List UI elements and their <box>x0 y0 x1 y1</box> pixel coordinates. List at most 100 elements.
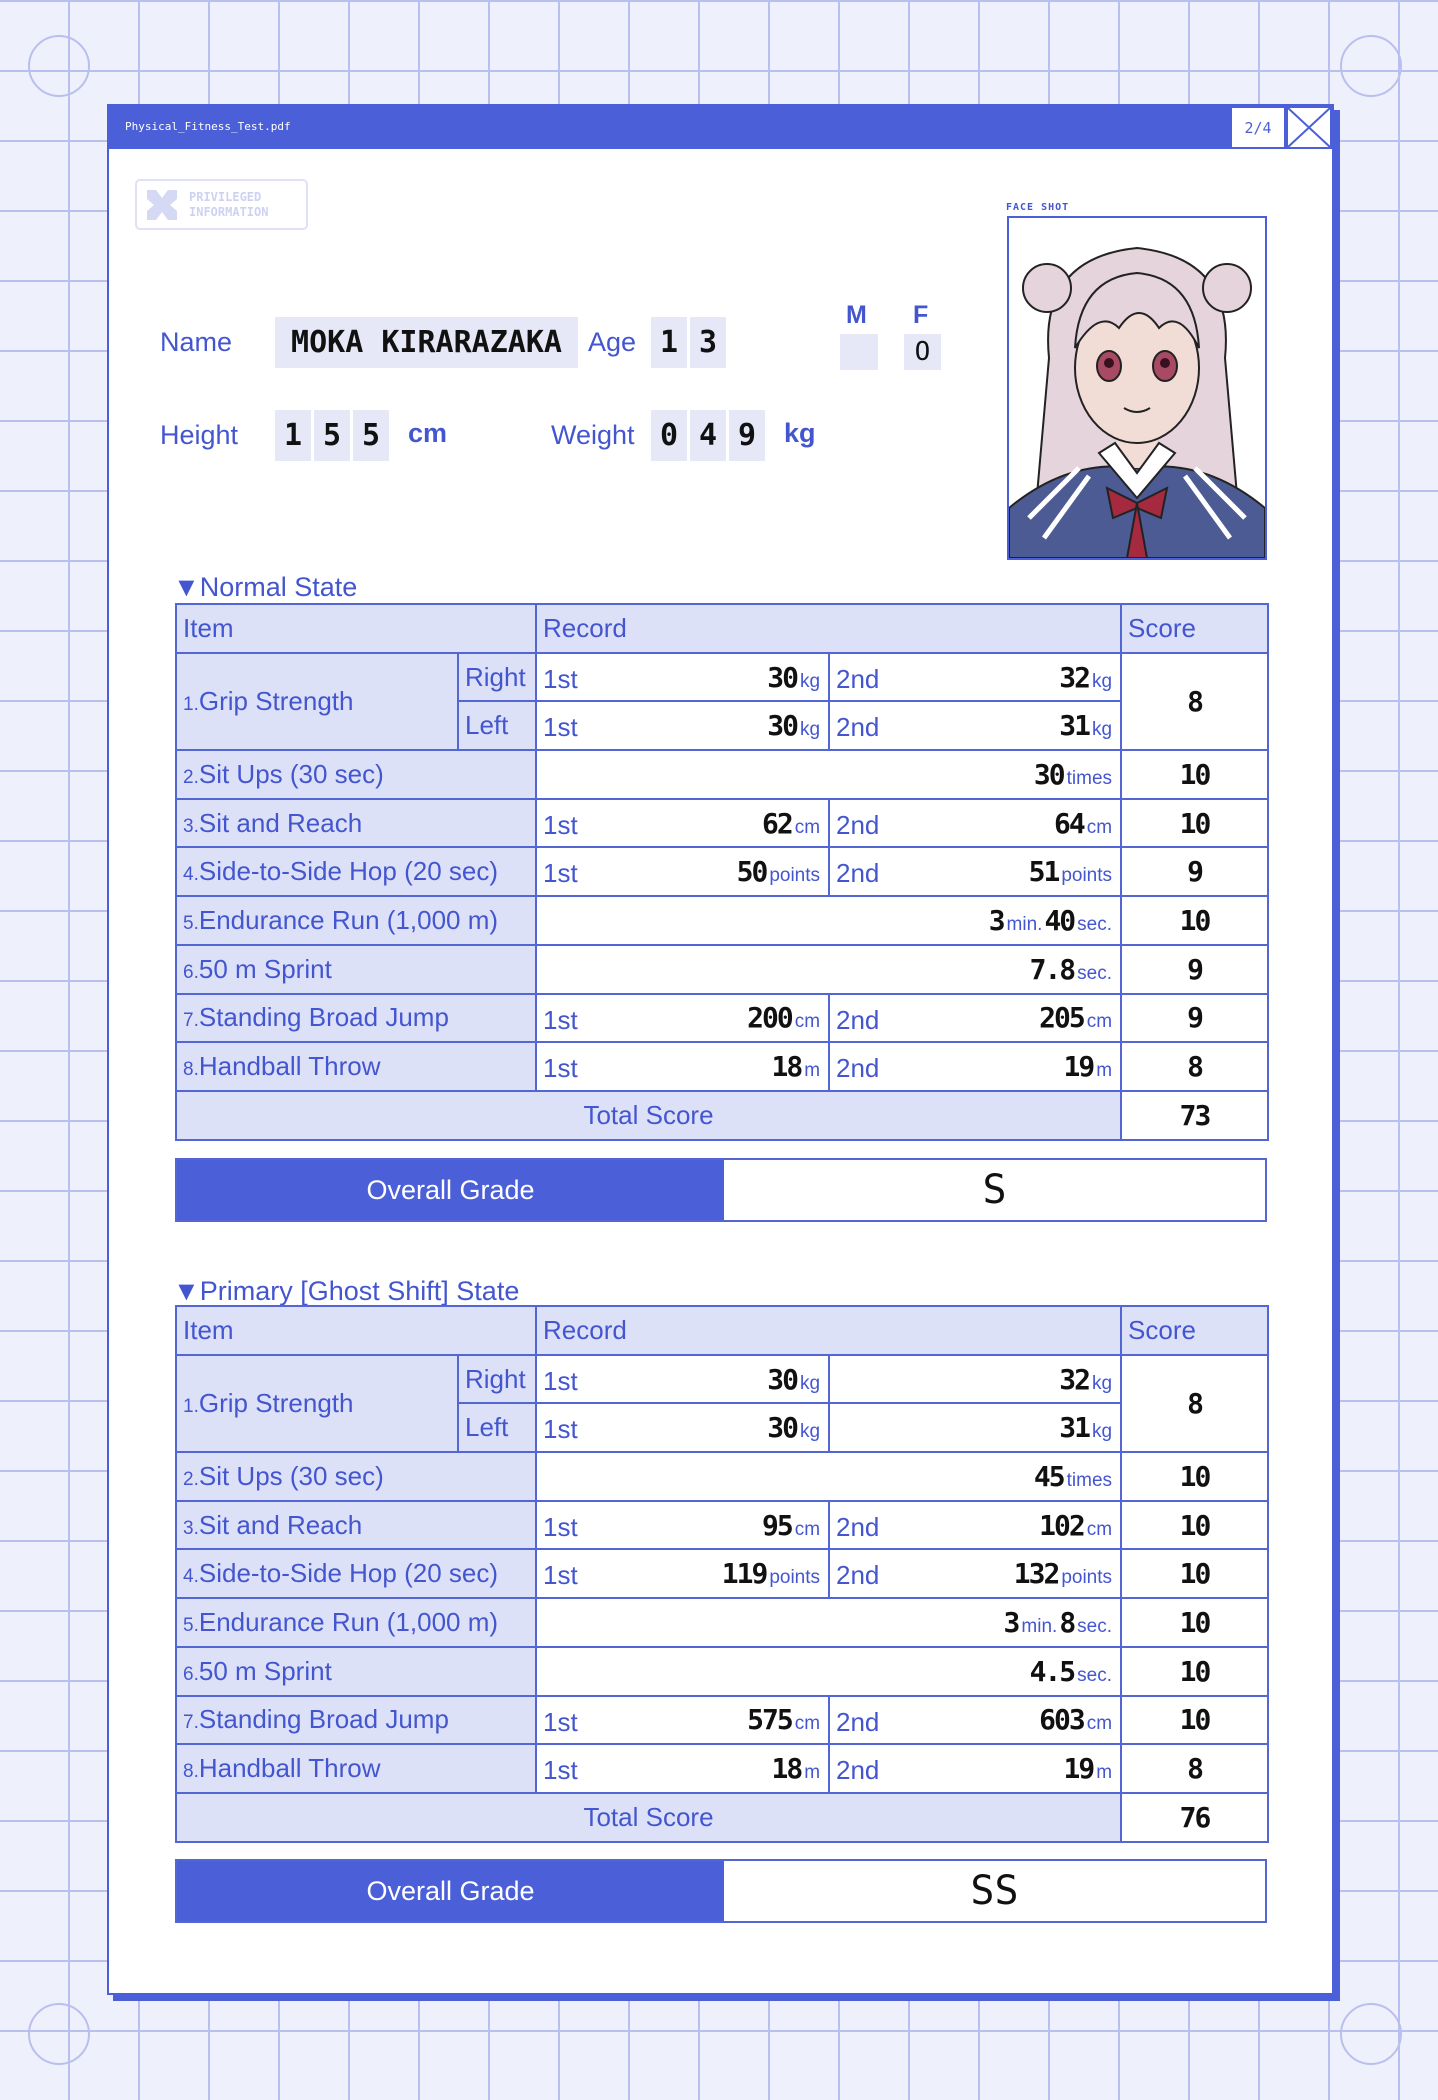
trial-label: 2nd <box>836 1511 880 1542</box>
logo-icon <box>147 189 177 220</box>
item-number: 4. <box>183 1566 199 1588</box>
value: 102 <box>1039 1508 1086 1542</box>
unit: kg <box>1091 670 1113 692</box>
trial-label: 1st <box>543 1706 578 1737</box>
item-cell: 6.50 m Sprint <box>174 1645 538 1697</box>
unit: m <box>1096 1762 1113 1784</box>
record-value: 205 cm <box>1039 1001 1114 1034</box>
title-bar: Physical_Fitness_Test.pdf 2/4 <box>109 106 1332 149</box>
item-name: 50 m Sprint <box>198 1655 332 1686</box>
sex-f-checkbox: O <box>904 334 941 370</box>
item-cell: 5.Endurance Run (1,000 m) <box>174 895 538 946</box>
unit: cm <box>794 1713 821 1735</box>
record-cell: 1st 18 m <box>535 1743 831 1794</box>
height-digit: 5 <box>314 410 350 461</box>
unit: min. <box>1006 913 1043 935</box>
height-digit: 1 <box>275 410 311 461</box>
item-number: 6. <box>183 1663 199 1685</box>
value: 40 <box>1044 903 1076 937</box>
overall-grade: Overall Grade SS <box>175 1859 1267 1923</box>
trial-label: 1st <box>543 1004 578 1035</box>
corner-ornament <box>28 35 90 97</box>
record-cell: 7.8 sec. <box>535 943 1123 995</box>
header-row: Item Record Score <box>174 1305 1270 1356</box>
item-name: Standing Broad Jump <box>198 1002 449 1033</box>
score-cell: 10 <box>1120 797 1270 849</box>
value: 51 <box>1028 855 1061 889</box>
item-number: 7. <box>183 1712 199 1734</box>
header-record: Record <box>535 603 1123 654</box>
value: 8 <box>1059 1605 1076 1639</box>
age-digit: 3 <box>690 317 726 368</box>
item-name: Handball Throw <box>198 1051 381 1082</box>
header-item: Item <box>174 1305 538 1356</box>
value: 18 <box>771 1050 803 1084</box>
record-cell: 1st 18 m <box>535 1041 831 1092</box>
score-cell: 10 <box>1120 749 1270 800</box>
record-value: 31 kg <box>1059 709 1114 742</box>
value: 3 <box>988 903 1006 937</box>
overall-grade: Overall Grade S <box>175 1158 1267 1222</box>
unit: sec. <box>1077 1664 1113 1686</box>
header-item: Item <box>174 603 538 654</box>
value: 19 <box>1063 1752 1095 1786</box>
item-cell: 7.Standing Broad Jump <box>174 1694 538 1746</box>
score-cell: 10 <box>1120 1694 1270 1746</box>
record-cell: 1st 62 cm <box>535 797 831 849</box>
unit: cm <box>1086 1713 1113 1735</box>
header-row: Item Record Score <box>174 603 1270 654</box>
record-cell: 1st 50 points <box>535 846 831 898</box>
height-unit: cm <box>408 418 448 448</box>
close-button[interactable] <box>1286 106 1332 149</box>
record-cell: 1st 30 kg <box>535 651 831 703</box>
unit: cm <box>794 1011 821 1033</box>
total-score: 73 <box>1120 1089 1270 1141</box>
record-value: 119 points <box>722 1557 822 1590</box>
section-title-toggle[interactable]: ▼Primary [Ghost Shift] State <box>173 1276 520 1306</box>
weight-digit: 4 <box>690 410 726 461</box>
value: 603 <box>1039 1703 1086 1737</box>
item-cell: 6.50 m Sprint <box>174 943 538 995</box>
trial-label: 1st <box>543 1053 578 1084</box>
item-cell: 1.Grip Strength <box>175 1353 459 1454</box>
unit: m <box>804 1762 821 1784</box>
record-cell: 32 kg <box>828 1353 1123 1405</box>
item-name: Sit and Reach <box>198 1509 363 1540</box>
record-value: 30 kg <box>767 1363 822 1396</box>
table-row: Left 1st 30 kg 2nd 31 kg <box>176 700 1268 752</box>
table-row: 7.Standing Broad Jump 1st 575 cm 2nd 603 cm 10 <box>174 1694 1270 1746</box>
record-cell: 3 min.40 sec. <box>535 895 1123 946</box>
record-cell: 31 kg <box>828 1402 1123 1454</box>
record-cell: 2nd 19 m <box>828 1041 1123 1092</box>
unit: cm <box>794 1518 821 1540</box>
window-title: Physical_Fitness_Test.pdf <box>125 120 291 133</box>
name-label: Name <box>160 327 233 357</box>
score-cell: 10 <box>1120 1451 1270 1502</box>
value: 30 <box>1033 757 1066 791</box>
overall-grade-label: Overall Grade <box>177 1861 724 1921</box>
total-row: Total Score 76 <box>174 1791 1270 1843</box>
unit: times <box>1066 1469 1113 1491</box>
table-row: 8.Handball Throw 1st 18 m 2nd 19 m 8 <box>174 1041 1270 1092</box>
item-number: 3. <box>183 815 199 837</box>
value: 18 <box>771 1752 803 1786</box>
portrait-illustration <box>1009 246 1265 558</box>
badge-text: PRIVILEGED INFORMATION <box>189 189 269 219</box>
item-cell: 7.Standing Broad Jump <box>174 992 538 1044</box>
unit: points <box>769 1567 821 1589</box>
value: 4.5 <box>1029 1654 1077 1688</box>
item-number: 6. <box>183 961 199 983</box>
table-row: 6.50 m Sprint 7.8 sec. 9 <box>174 943 1270 995</box>
record-value: 102 cm <box>1039 1509 1114 1542</box>
item-number: 1. <box>183 693 199 715</box>
section-title-toggle[interactable]: ▼Normal State <box>173 572 358 602</box>
unit: kg <box>799 719 821 741</box>
value: 62 <box>761 806 794 840</box>
trial-label: 1st <box>543 663 578 694</box>
fitness-table: Item Record Score 1.Grip Strength Right 1st 30… <box>174 603 1270 1141</box>
weight-label: Weight <box>551 420 635 450</box>
score-cell: 8 <box>1120 1041 1270 1092</box>
value: 50 <box>736 855 769 889</box>
record-cell: 2nd 603 cm <box>828 1694 1123 1746</box>
record-value: 132 points <box>1014 1557 1114 1590</box>
